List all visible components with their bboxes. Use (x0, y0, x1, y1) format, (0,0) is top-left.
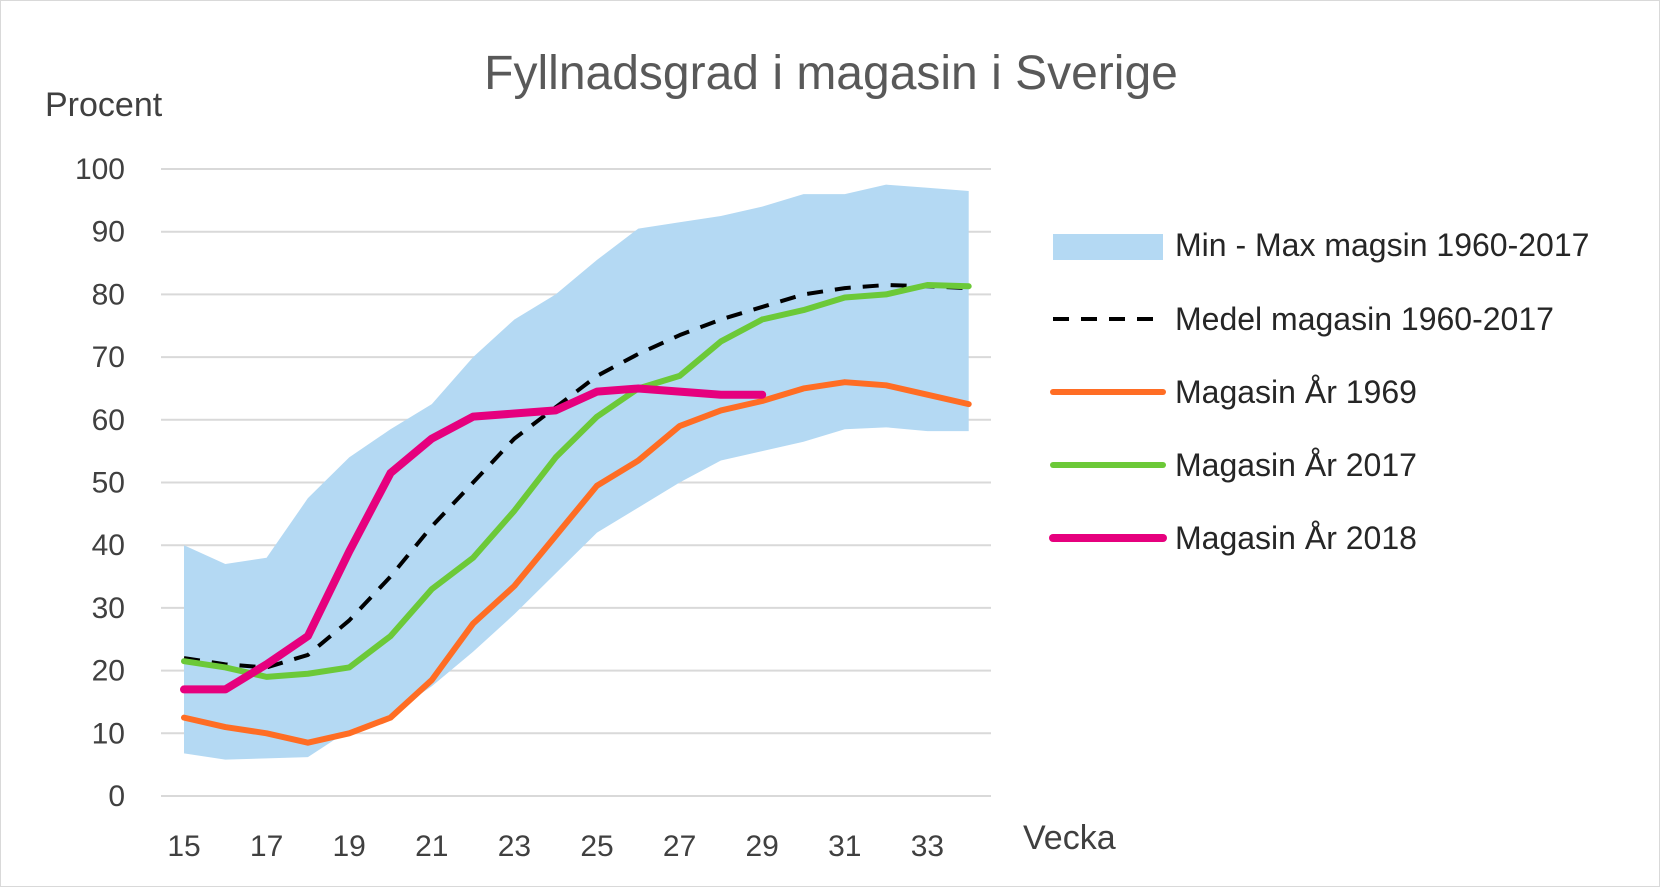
chart-title: Fyllnadsgrad i magasin i Sverige (484, 47, 1178, 100)
x-tick-label: 19 (333, 830, 366, 863)
y-axis-label: Procent (45, 86, 163, 124)
y-tick-label: 20 (92, 655, 125, 688)
series-line-2 (181, 281, 972, 680)
series-line-3 (180, 384, 767, 694)
y-tick-label: 30 (92, 592, 125, 625)
series-layer (180, 281, 972, 746)
y-tick-label: 70 (92, 341, 125, 374)
x-tick-label: 25 (580, 830, 613, 863)
x-tick-label: 29 (746, 830, 779, 863)
legend-label-2: Magasin År 2017 (1175, 447, 1417, 483)
legend-label-1: Magasin År 1969 (1175, 374, 1417, 410)
y-tick-labels: 0 10 20 30 40 50 60 70 80 90 100 (75, 153, 125, 813)
x-axis-label: Vecka (1023, 819, 1116, 857)
x-tick-label: 27 (663, 830, 696, 863)
x-tick-label: 31 (828, 830, 861, 863)
x-tick-label: 33 (911, 830, 944, 863)
legend-label-0: Medel magasin 1960-2017 (1175, 301, 1554, 337)
x-tick-label: 15 (167, 830, 200, 863)
y-tick-label: 50 (92, 467, 125, 500)
x-tick-labels: 15 17 19 21 23 25 27 29 31 33 (167, 830, 944, 863)
legend-label-band: Min - Max magsin 1960-2017 (1175, 227, 1589, 263)
y-tick-label: 60 (92, 404, 125, 437)
y-tick-label: 100 (75, 153, 125, 186)
x-tick-label: 23 (498, 830, 531, 863)
x-tick-label: 17 (250, 830, 283, 863)
legend: Min - Max magsin 1960-2017 Medel magasin … (1049, 227, 1589, 556)
y-tick-label: 90 (92, 216, 125, 249)
series-line-0 (183, 282, 969, 670)
y-tick-label: 0 (108, 780, 125, 813)
y-tick-label: 40 (92, 529, 125, 562)
series-line-1 (181, 379, 972, 746)
legend-swatch-band (1053, 234, 1163, 260)
band-layer (184, 184, 969, 760)
y-tick-label: 10 (92, 717, 125, 750)
legend-label-3: Magasin År 2018 (1175, 520, 1417, 556)
band-min-max (184, 184, 969, 760)
x-tick-label: 21 (415, 830, 448, 863)
y-tick-label: 80 (92, 278, 125, 311)
